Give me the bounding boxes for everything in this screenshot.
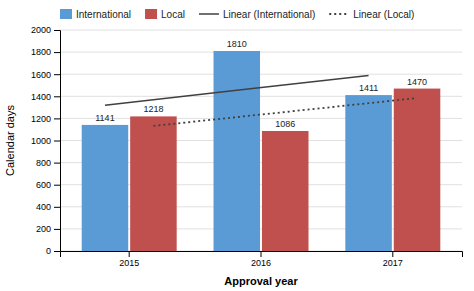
legend-label: Linear (Local) — [353, 9, 414, 20]
tick: 2016 — [251, 251, 271, 268]
tick-mark — [54, 185, 60, 186]
tick-mark — [54, 251, 60, 252]
tick-mark — [54, 229, 60, 230]
data-label: 1411 — [359, 83, 378, 93]
data-label: 1810 — [227, 39, 247, 49]
legend-label: Linear (International) — [223, 9, 315, 20]
bar — [262, 131, 309, 251]
tick-label: 1000 — [31, 136, 51, 146]
legend: International Local Linear (International)… — [60, 9, 414, 20]
data-label: 1141 — [95, 113, 114, 123]
y-axis-title: Calendar days — [4, 105, 16, 176]
tick: 1800 — [31, 47, 60, 57]
tick: 200 — [36, 224, 60, 234]
legend-label: Local — [161, 9, 185, 20]
legend-item: Linear (Local) — [329, 9, 414, 20]
tick-label: 1200 — [31, 114, 51, 124]
tick: 1200 — [31, 114, 60, 124]
tick: 1600 — [31, 70, 60, 80]
bar — [130, 116, 177, 251]
data-label: 1218 — [143, 104, 163, 114]
tick-mark — [54, 141, 60, 142]
tick: 400 — [36, 202, 60, 212]
plot: 1141 1810 1411 1218 1086 1470 0 200 400 600 800 100… — [31, 25, 463, 268]
tick-label: 2000 — [31, 25, 51, 35]
tick: 800 — [36, 158, 60, 168]
tick: 600 — [36, 180, 60, 190]
bar-series — [82, 51, 392, 251]
tick-label: 1600 — [31, 70, 51, 80]
tick: 1000 — [31, 136, 60, 146]
legend-swatch — [199, 13, 219, 15]
tick-label: 1800 — [31, 47, 51, 57]
grid — [60, 30, 462, 251]
tick-mark — [54, 118, 60, 119]
legend-swatch — [329, 13, 349, 15]
tick-mark — [54, 74, 60, 75]
tick-mark — [129, 251, 130, 257]
bar — [82, 125, 129, 251]
legend-item: Linear (International) — [199, 9, 315, 20]
tick-mark — [54, 30, 60, 31]
tick-mark — [54, 96, 60, 97]
tick-label: 0 — [46, 246, 51, 256]
tick-mark — [54, 163, 60, 164]
marks — [82, 51, 441, 251]
chart: 1141 1810 1411 1218 1086 1470 0 200 400 600 800 100… — [0, 0, 474, 291]
tick: 0 — [46, 246, 60, 256]
axis-line — [54, 31, 61, 252]
tick-mark — [261, 251, 262, 257]
tick-label: 2016 — [251, 258, 271, 268]
bar — [214, 51, 261, 251]
bar — [394, 89, 441, 251]
legend-item: Local — [145, 9, 185, 20]
x-axis-title: Approval year — [224, 275, 298, 287]
legend-item: International — [60, 9, 131, 20]
tick: 2017 — [383, 251, 403, 268]
data-label: 1086 — [275, 119, 295, 129]
data-labels: 1141 1810 1411 1218 1086 1470 — [95, 39, 427, 129]
x-axis: 2015 2016 2017 — [61, 251, 463, 268]
tick-mark — [54, 207, 60, 208]
data-label: 1470 — [407, 77, 427, 87]
legend-label: International — [76, 9, 131, 20]
grid-line — [60, 30, 462, 31]
grid-line — [60, 74, 462, 75]
bar-series — [130, 89, 440, 251]
tick: 1400 — [31, 92, 60, 102]
bar — [345, 95, 392, 251]
tick-label: 600 — [36, 180, 51, 190]
tick-label: 800 — [36, 158, 51, 168]
legend-swatch — [60, 9, 72, 19]
tick: 2000 — [31, 25, 60, 35]
tick-label: 2015 — [119, 258, 139, 268]
tick-label: 2017 — [383, 258, 403, 268]
axis-line — [61, 252, 463, 258]
tick-mark — [54, 52, 60, 53]
legend-swatch — [145, 9, 157, 19]
tick-label: 400 — [36, 202, 51, 212]
tick-mark — [392, 251, 393, 257]
grid-line — [60, 52, 462, 53]
trend-line — [105, 75, 369, 105]
tick: 2015 — [119, 251, 139, 268]
y-axis: 0 200 400 600 800 1000 1200 1400 1600 1800 2000 — [31, 25, 61, 256]
tick-label: 200 — [36, 224, 51, 234]
tick-label: 1400 — [31, 92, 51, 102]
